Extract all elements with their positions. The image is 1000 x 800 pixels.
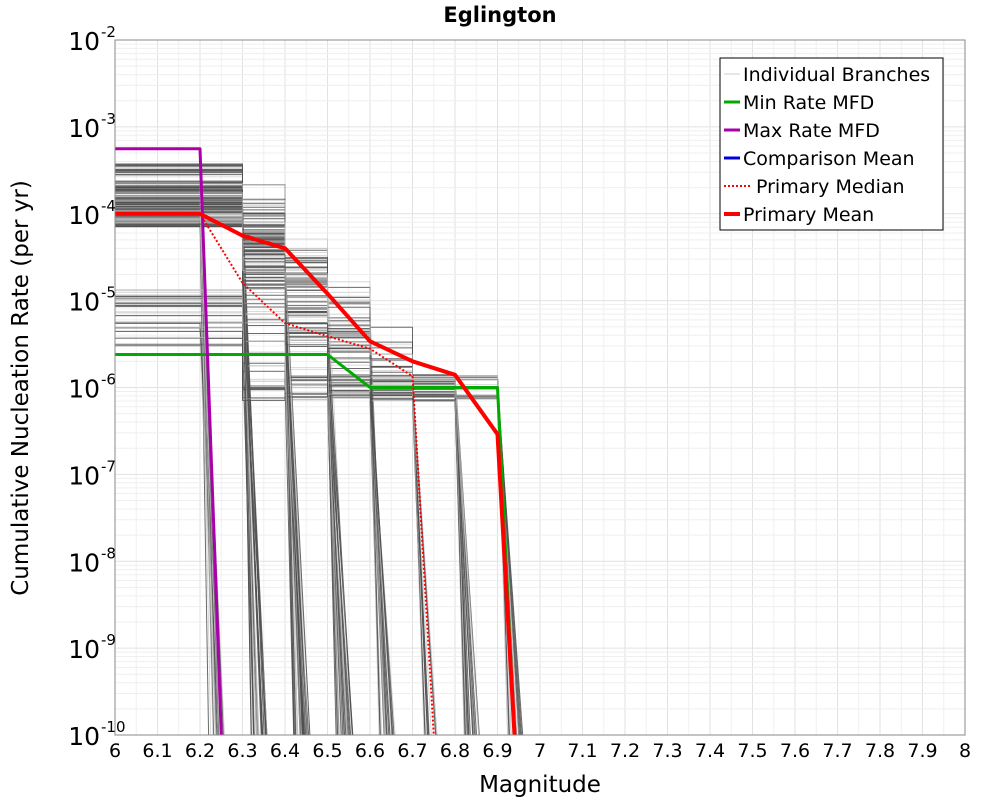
- branch-line: [115, 215, 215, 736]
- chart-title: Eglington: [443, 3, 556, 27]
- series-line-max: [115, 147, 223, 736]
- branch-line: [115, 204, 308, 736]
- branch-line: [115, 209, 476, 736]
- legend-label-median: Primary Median: [756, 176, 905, 198]
- series-lines: [115, 147, 517, 736]
- y-tick-base: 10: [68, 461, 100, 490]
- x-tick-label: 6: [109, 740, 121, 762]
- y-tick-base: 10: [68, 375, 100, 404]
- legend-label-branches: Individual Branches: [743, 64, 930, 86]
- branch-line: [115, 164, 263, 736]
- x-tick-label: 7.2: [610, 740, 640, 762]
- y-tick-base: 10: [68, 288, 100, 317]
- y-tick-base: 10: [68, 635, 100, 664]
- legend-box: [719, 57, 944, 231]
- legend-label-mean: Primary Mean: [743, 204, 874, 226]
- x-tick-label: 6.9: [482, 740, 512, 762]
- x-tick-labels: 6 6.1 6.2 6.3 6.4 6.5 6.6 6.7 6.8 6.9 7 7.1 7.2 7.3 7.…: [109, 740, 971, 762]
- y-tick-exponent: -2: [101, 23, 116, 41]
- branch-line: [115, 302, 295, 736]
- x-tick-label: 7.4: [695, 740, 725, 762]
- branch-lines: [115, 163, 524, 736]
- x-tick-label: 7.7: [822, 740, 852, 762]
- x-tick-label: 6.3: [227, 740, 257, 762]
- y-tick-exponent: -10: [101, 718, 126, 736]
- y-tick-exponent: -5: [101, 284, 116, 302]
- y-tick-base: 10: [68, 27, 100, 56]
- x-tick-label: 7.8: [865, 740, 895, 762]
- y-tick-labels: 10-210-310-410-510-610-710-810-910-10: [68, 23, 125, 751]
- x-tick-label: 7: [534, 740, 546, 762]
- x-tick-label: 6.8: [440, 740, 470, 762]
- branch-line: [115, 298, 297, 736]
- branch-line: [115, 192, 301, 736]
- y-tick-exponent: -3: [101, 110, 116, 128]
- branch-line: [115, 206, 295, 736]
- x-tick-label: 7.9: [907, 740, 937, 762]
- branch-line: [115, 300, 515, 736]
- branch-line: [115, 221, 475, 736]
- branch-line: [115, 217, 467, 736]
- y-tick-base: 10: [68, 548, 100, 577]
- branch-line: [115, 330, 474, 736]
- branch-line: [115, 297, 343, 736]
- x-tick-label: 8: [959, 740, 971, 762]
- plot-frame: [114, 39, 966, 736]
- branch-line: [115, 192, 465, 736]
- branch-line: [115, 169, 477, 736]
- x-tick-label: 6.4: [270, 740, 300, 762]
- x-tick-label: 6.2: [185, 740, 215, 762]
- branch-line: [115, 206, 264, 736]
- x-tick-label: 6.5: [312, 740, 342, 762]
- x-tick-label: 7.5: [737, 740, 767, 762]
- branch-line: [115, 200, 212, 736]
- branch-line: [115, 343, 347, 736]
- branch-line: [115, 194, 265, 736]
- y-tick-exponent: -9: [101, 631, 116, 649]
- legend: Individual Branches Min Rate MFD Max Rate …: [719, 57, 944, 231]
- legend-label-min: Min Rate MFD: [743, 92, 874, 114]
- y-axis-label: Cumulative Nucleation Rate (per yr): [8, 180, 34, 596]
- branch-line: [115, 187, 350, 736]
- branch-line: [115, 306, 348, 736]
- y-tick-exponent: -6: [101, 371, 116, 389]
- branch-line: [115, 289, 343, 736]
- branch-line: [115, 301, 473, 736]
- branch-line: [115, 191, 265, 736]
- y-tick-base: 10: [68, 201, 100, 230]
- branch-line: [115, 189, 308, 736]
- x-tick-label: 7.3: [652, 740, 682, 762]
- branch-line: [115, 163, 348, 736]
- y-tick-base: 10: [68, 114, 100, 143]
- y-tick-exponent: -7: [101, 457, 116, 475]
- x-tick-label: 6.6: [355, 740, 385, 762]
- branch-line: [115, 225, 471, 736]
- x-tick-label: 7.6: [780, 740, 810, 762]
- branch-line: [115, 213, 480, 736]
- legend-label-comp: Comparison Mean: [743, 148, 915, 170]
- branch-line: [115, 195, 352, 736]
- x-tick-label: 7.1: [567, 740, 597, 762]
- series-line-mean: [115, 211, 517, 736]
- y-tick-base: 10: [68, 722, 100, 751]
- branch-line: [115, 186, 466, 736]
- branch-line: [115, 338, 217, 736]
- y-tick-exponent: -8: [101, 544, 116, 562]
- x-tick-label: 6.1: [142, 740, 172, 762]
- x-axis-label: Magnitude: [479, 772, 601, 798]
- branch-line: [115, 304, 469, 736]
- legend-label-max: Max Rate MFD: [743, 120, 880, 142]
- y-tick-exponent: -4: [101, 197, 116, 215]
- x-tick-label: 6.7: [397, 740, 427, 762]
